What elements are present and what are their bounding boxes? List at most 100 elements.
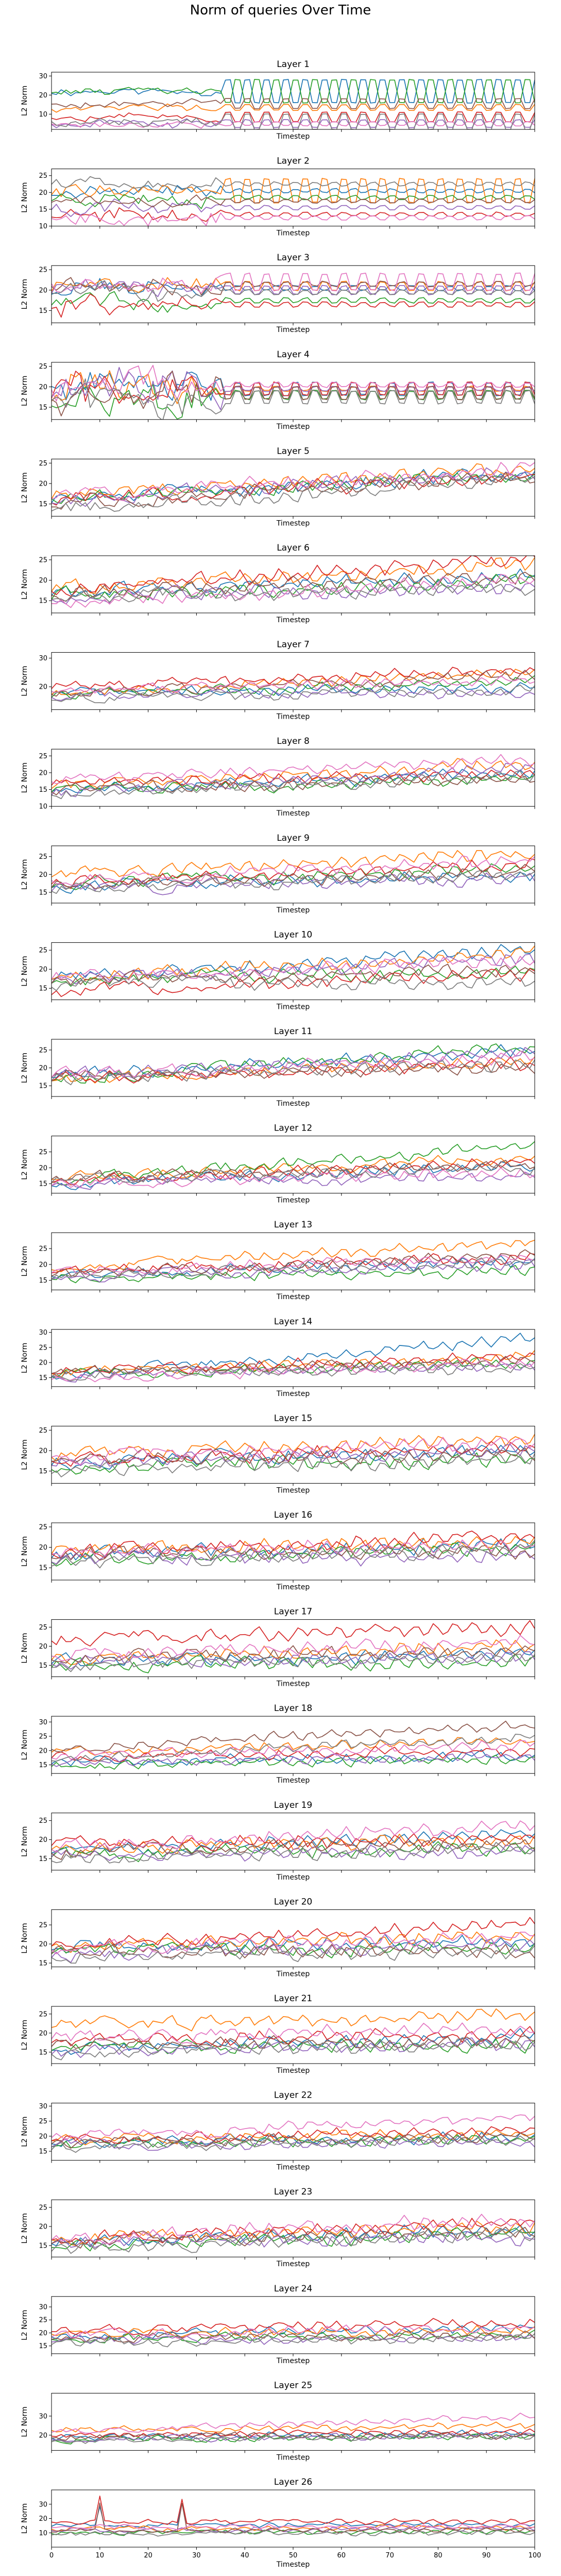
axes-frame [51, 2296, 535, 2354]
y-axis-label: L2 Norm [21, 1730, 29, 1760]
y-tick-label: 20 [39, 2030, 47, 2037]
x-tick-label: 60 [337, 2552, 346, 2560]
x-tick-label: 80 [434, 2552, 443, 2560]
y-axis-label: L2 Norm [21, 1149, 29, 1179]
subplot-layer-19: Layer 19 L2 Norm Timestep 15 20 25 [21, 1800, 535, 1882]
series-line [52, 212, 535, 226]
y-tick-label: 30 [39, 2303, 47, 2311]
axes-frame [51, 458, 535, 517]
series-line [52, 278, 535, 297]
y-axis-label: L2 Norm [21, 569, 29, 600]
y-tick-label: 20 [39, 684, 47, 691]
y-tick-label: 15 [39, 501, 47, 508]
x-axis-label: Timestep [276, 2067, 310, 2075]
series-line [52, 1249, 535, 1277]
y-axis-label: L2 Norm [21, 1826, 29, 1857]
subplot-layer-12: Layer 12 L2 Norm Timestep 15 20 25 [21, 1123, 535, 1205]
series-line [52, 2214, 535, 2245]
series-line [52, 2330, 535, 2344]
subplot-title: Layer 16 [274, 1510, 312, 1520]
y-tick-label: 25 [39, 2010, 47, 2018]
y-tick-label: 15 [39, 1565, 47, 1572]
series-line [52, 1653, 535, 1672]
y-tick-label: 20 [39, 287, 47, 294]
y-axis-label: L2 Norm [21, 1053, 29, 1083]
x-axis-label: Timestep [276, 713, 310, 721]
y-tick-label: 15 [39, 597, 47, 605]
subplot-title: Layer 1 [277, 59, 310, 70]
x-axis-label: Timestep [276, 1003, 310, 1011]
axes-frame [51, 1619, 535, 1677]
x-axis-label: Timestep [276, 1486, 310, 1494]
y-tick-label: 30 [39, 2103, 47, 2110]
y-tick-label: 15 [39, 206, 47, 213]
y-tick-label: 15 [39, 1181, 47, 1188]
subplot-layer-26: Layer 26 L2 Norm Timestep 10 20 30 0 10 20 30 40 50… [21, 2477, 541, 2569]
series-line [52, 584, 535, 603]
axes-frame [51, 1813, 535, 1871]
x-axis-label: Timestep [276, 2164, 310, 2172]
y-tick-label: 20 [39, 2432, 47, 2439]
y-tick-label: 20 [39, 1261, 47, 1269]
subplot-layer-6: Layer 6 L2 Norm Timestep 15 20 25 [21, 543, 535, 624]
y-axis-label: L2 Norm [21, 1633, 29, 1663]
series-line [52, 1447, 535, 1465]
x-tick-label: 90 [482, 2552, 491, 2560]
series-line [52, 1544, 535, 1561]
series-line [52, 111, 535, 123]
y-axis-label: L2 Norm [21, 666, 29, 696]
y-tick-label: 25 [39, 363, 47, 371]
y-tick-label: 20 [39, 2133, 47, 2140]
series-line [52, 2431, 535, 2441]
x-axis-label: Timestep [276, 1390, 310, 1398]
series-line [52, 1751, 535, 1767]
series-line [52, 364, 535, 402]
series-line [52, 1352, 535, 1375]
series-line [52, 2530, 535, 2537]
series-line [52, 675, 535, 700]
series-line [52, 1141, 535, 1186]
series-line [52, 1541, 535, 1567]
y-tick-label: 20 [39, 966, 47, 974]
series-line [52, 472, 535, 510]
subplot-layer-2: Layer 2 L2 Norm Timestep 10 15 20 25 [21, 156, 535, 238]
axes-frame [51, 1425, 535, 1484]
series-line [52, 953, 535, 985]
y-tick-label: 10 [39, 223, 47, 230]
y-tick-label: 20 [39, 1359, 47, 1367]
series-line [52, 775, 535, 795]
y-tick-label: 15 [39, 1277, 47, 1285]
subplot-layer-23: Layer 23 L2 Norm Timestep 15 20 25 [21, 2187, 535, 2268]
series-line [52, 2502, 535, 2534]
series-line [52, 1239, 535, 1272]
axes-frame [51, 1136, 535, 1194]
axes-frame [51, 2199, 535, 2257]
subplot-title: Layer 11 [274, 1026, 312, 1037]
series-line [52, 2324, 535, 2340]
y-tick-label: 25 [39, 1344, 47, 1352]
series-line [52, 1932, 535, 1954]
x-tick-label: 70 [385, 2552, 394, 2560]
series-line [52, 474, 535, 506]
y-tick-label: 25 [39, 1624, 47, 1632]
series-line [52, 185, 535, 198]
x-axis-label: Timestep [276, 423, 310, 431]
series-line [52, 1720, 535, 1753]
y-tick-label: 25 [39, 1245, 47, 1253]
axes-frame [51, 845, 535, 904]
y-axis-label: L2 Norm [21, 472, 29, 503]
y-tick-label: 20 [39, 2330, 47, 2337]
y-tick-label: 20 [39, 1065, 47, 1072]
series-line [52, 2421, 535, 2433]
subplot-layer-5: Layer 5 L2 Norm Timestep 15 20 25 [21, 446, 535, 527]
subplot-title: Layer 22 [274, 2090, 312, 2101]
subplot-title: Layer 18 [274, 1703, 312, 1714]
y-tick-label: 10 [39, 111, 47, 119]
series-line [52, 2126, 535, 2144]
y-tick-label: 15 [39, 1855, 47, 1863]
subplot-title: Layer 15 [274, 1413, 312, 1423]
series-line [52, 1452, 535, 1475]
x-tick-label: 50 [289, 2552, 298, 2560]
axes-frame [51, 1232, 535, 1290]
